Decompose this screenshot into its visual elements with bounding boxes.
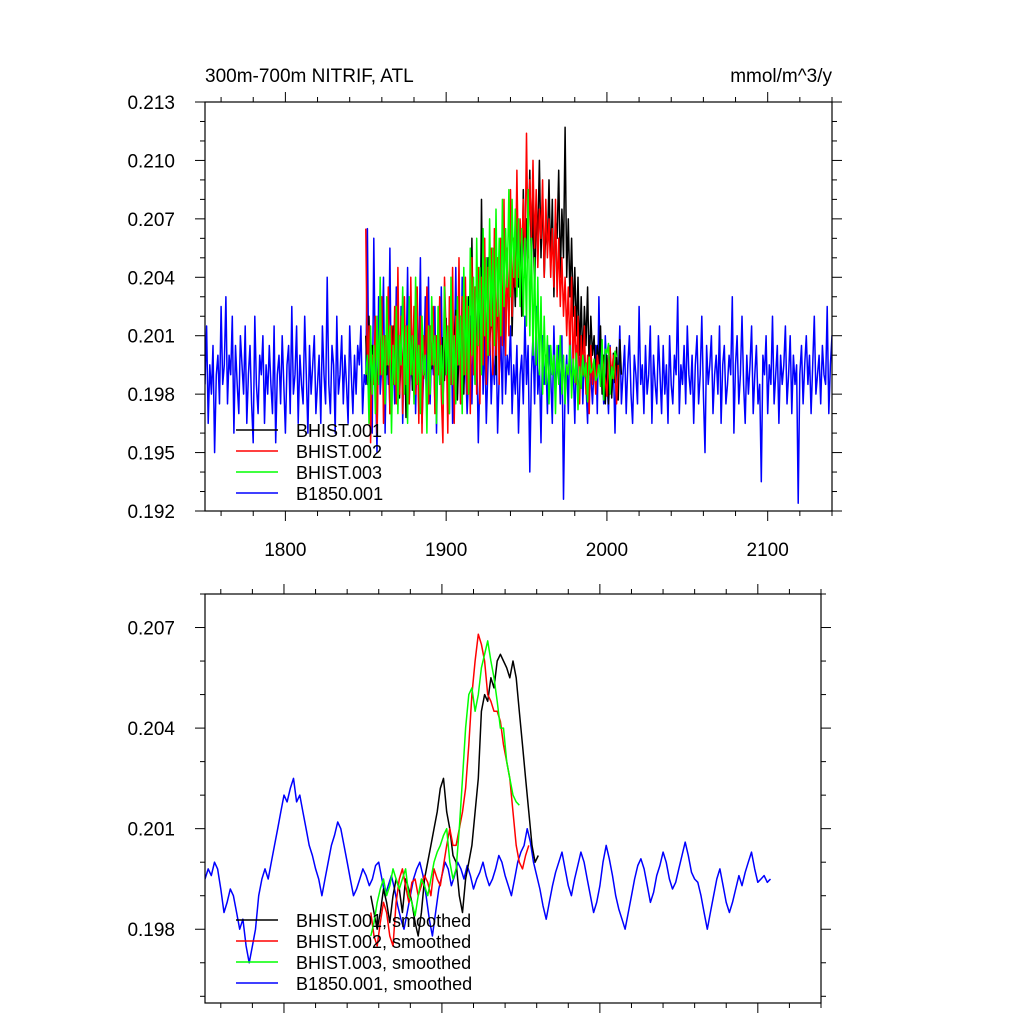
plot-frame: [204, 101, 833, 512]
series-group: [205, 633, 772, 964]
top-panel: 300m-700m NITRIF, ATL mmol/m^3/y 1800 190…: [127, 66, 842, 561]
legend-label: BHIST.001: [296, 421, 382, 441]
chart-title: 300m-700m NITRIF, ATL: [205, 66, 414, 87]
y-tick-label: 0.201: [127, 820, 175, 841]
y-tick-label: 0.204: [127, 268, 175, 289]
legend-label: BHIST.003: [296, 463, 382, 483]
series-line-bhist-002-smoothed: [370, 633, 530, 947]
legend-label: BHIST.002: [296, 442, 382, 462]
y-tick-label: 0.198: [127, 920, 175, 941]
y-tick-label: 0.207: [127, 619, 175, 640]
plot-frame: [204, 593, 822, 1004]
legend-label: BHIST.003, smoothed: [296, 953, 471, 973]
series-line-b1850-001-smoothed: [205, 777, 772, 964]
legend-label: B1850.001: [296, 484, 383, 504]
x-tick-label: 2100: [747, 540, 789, 561]
series-line-bhist-003: [365, 188, 618, 434]
y-tick-label: 0.210: [127, 151, 175, 172]
x-tick-label: 1800: [264, 540, 306, 561]
y-tick-label: 0.198: [127, 385, 175, 406]
y-tick-label: 0.195: [127, 444, 175, 465]
y-tick-label: 0.207: [127, 210, 175, 231]
y-tick-label: 0.204: [127, 719, 175, 740]
legend-label: B1850.001, smoothed: [296, 974, 472, 994]
y-tick-label: 0.213: [127, 93, 175, 114]
y-tick-label: 0.201: [127, 327, 175, 348]
legend-label: BHIST.002, smoothed: [296, 932, 471, 952]
x-tick-label: 2000: [586, 540, 628, 561]
series-group: [205, 126, 832, 504]
y-tick-label: 0.192: [127, 502, 175, 523]
series-line-b1850-001: [205, 227, 832, 504]
series-line-bhist-003-smoothed: [370, 640, 520, 937]
x-tick-label: 1900: [425, 540, 467, 561]
chart-units: mmol/m^3/y: [730, 66, 832, 87]
legend-label: BHIST.001, smoothed: [296, 911, 471, 931]
